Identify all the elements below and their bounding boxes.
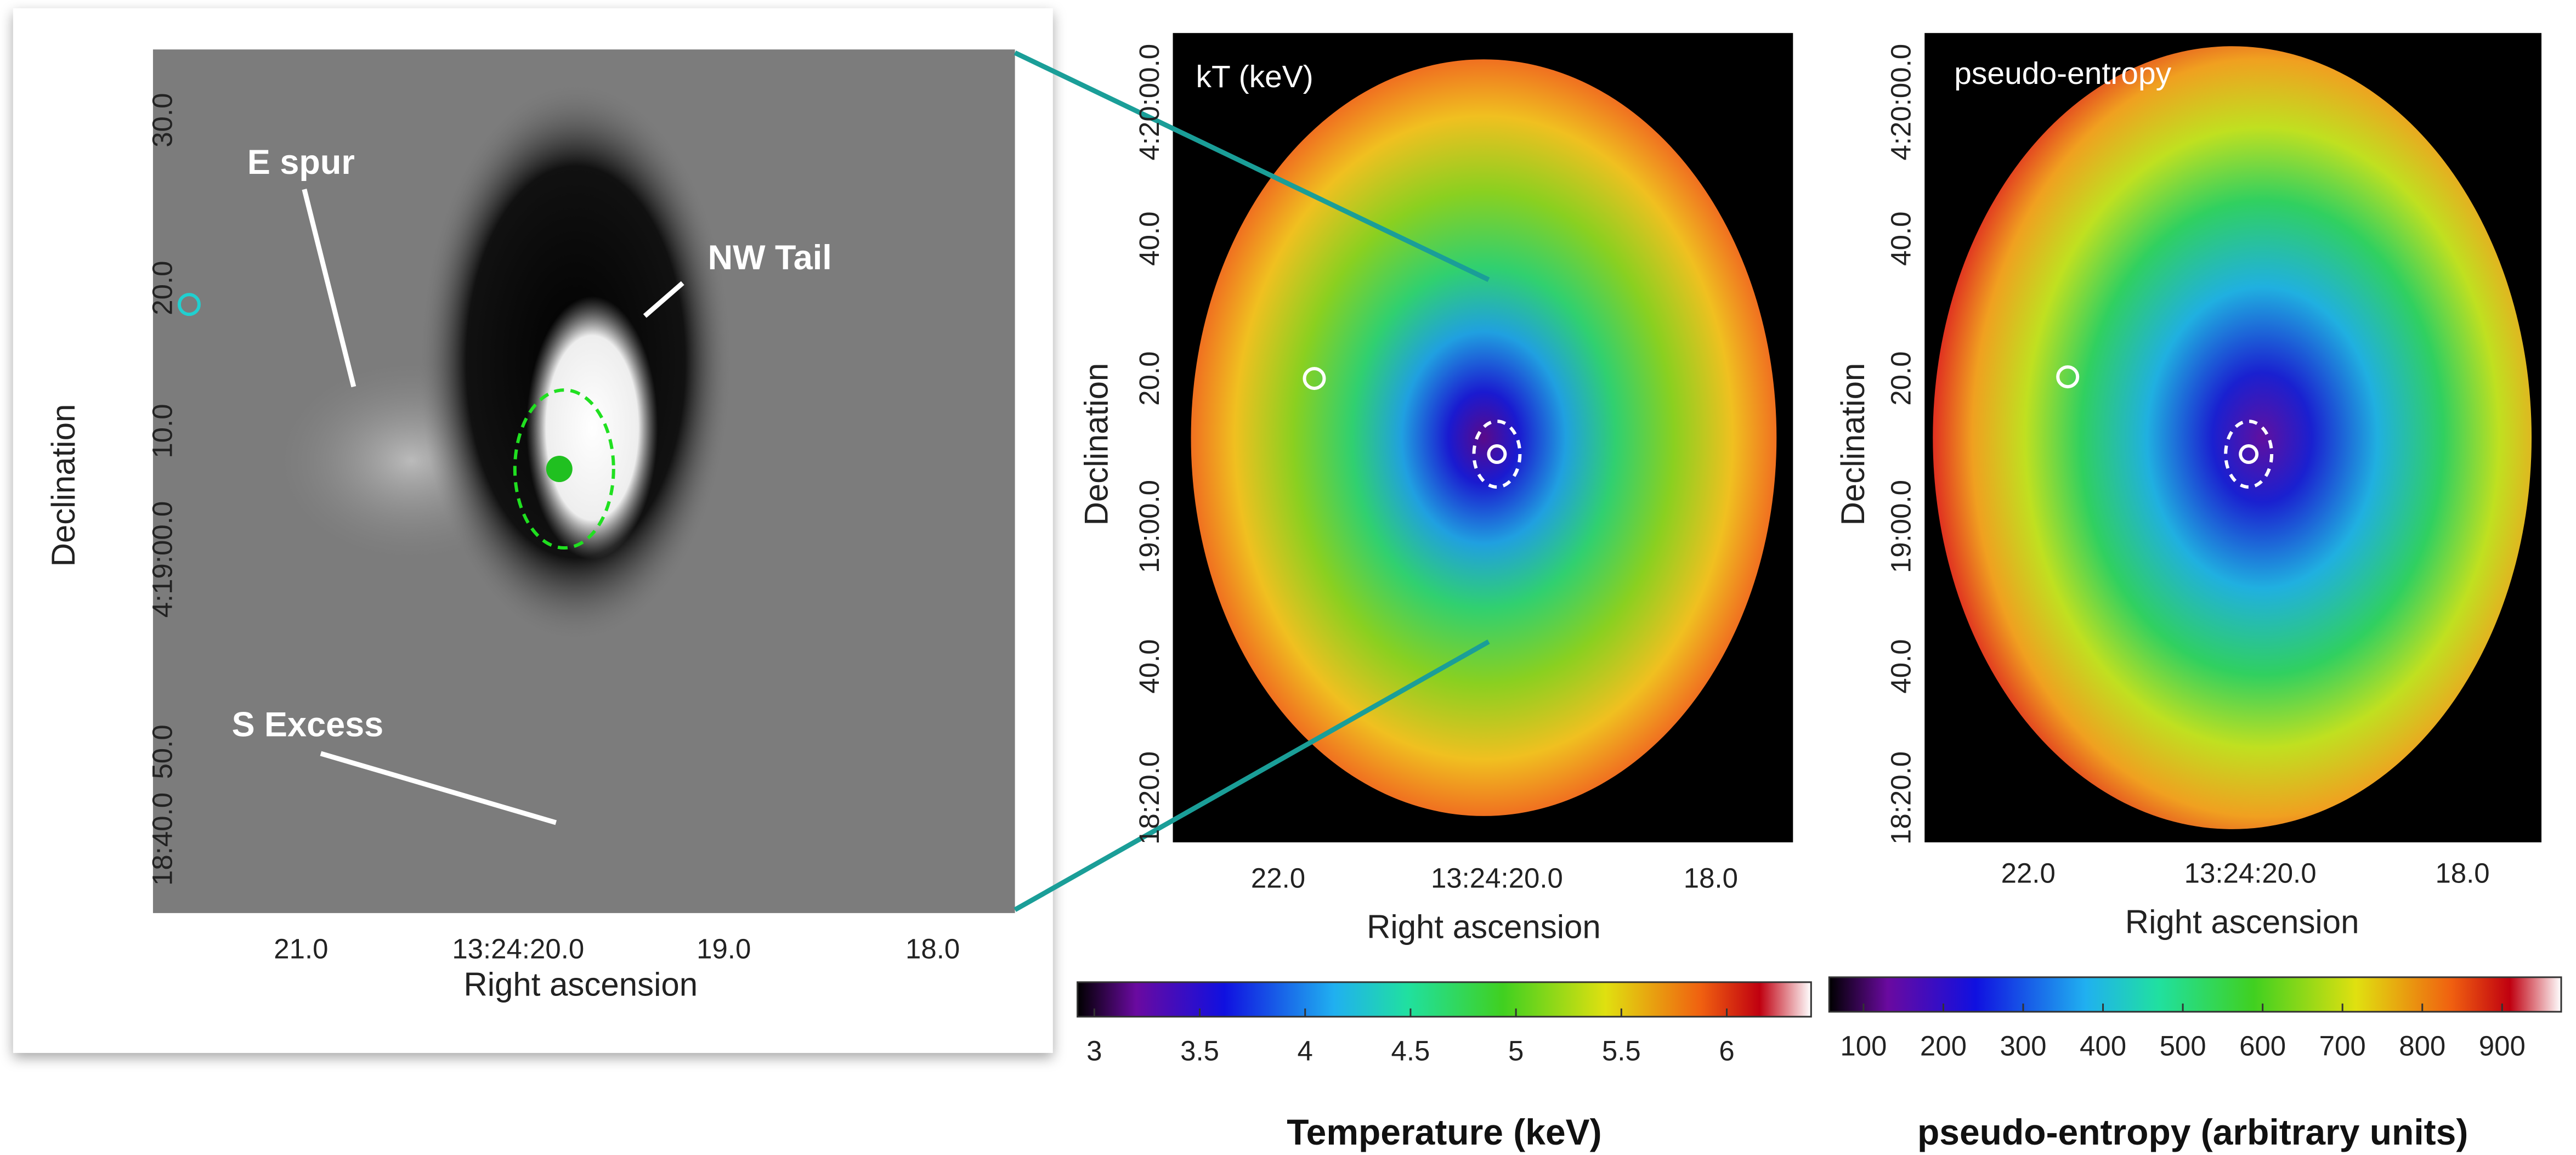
ellipse-region [1472, 420, 1522, 489]
x-tick-label: 13:24:20.0 [452, 933, 584, 964]
colorbar-tick-label: 700 [2319, 1030, 2366, 1061]
y-axis-label: Declination [1835, 363, 1871, 526]
connector [1014, 639, 1490, 912]
x-tick-label: 18.0 [2435, 857, 2489, 888]
colorbar-tick-label: 900 [2479, 1030, 2526, 1061]
y-tick-label: 30.0 [146, 93, 178, 148]
panel-title: pseudo-entropy [1954, 56, 2171, 91]
x-tick-label: 22.0 [2001, 857, 2056, 888]
map-image [1191, 59, 1777, 816]
colorbar-tick-label: 4.5 [1391, 1035, 1430, 1066]
marker-circle [177, 293, 201, 316]
y-tick-label: 4:20:00.0 [1134, 44, 1165, 161]
x-axis-label: Right ascension [1367, 909, 1601, 945]
colorbar-tick-label: 400 [2080, 1030, 2126, 1061]
x-tick-label: 13:24:20.0 [2184, 857, 2317, 888]
y-tick-label: 40.0 [1886, 639, 1917, 693]
colorbar-tick-label: 3.5 [1180, 1035, 1219, 1066]
annotation: S Excess [232, 706, 384, 744]
x-tick-label: 18.0 [1684, 862, 1738, 893]
marker-circle [2056, 365, 2080, 389]
marker-circle [1303, 367, 1326, 390]
colorbar [1828, 976, 2562, 1013]
y-tick-label: 40.0 [1134, 639, 1165, 693]
x-tick-label: 21.0 [274, 933, 328, 964]
y-tick-label: 18:40.0 [146, 792, 178, 886]
connector [1014, 50, 1490, 282]
y-tick-label: 20.0 [146, 261, 178, 315]
marker-circle [2239, 444, 2259, 465]
y-tick-label: 10.0 [146, 404, 178, 458]
panel-title: kT (keV) [1196, 59, 1314, 94]
colorbar-tick-label: 100 [1840, 1030, 1887, 1061]
y-tick-label: 20.0 [1886, 351, 1917, 405]
colorbar-tick-label: 500 [2160, 1030, 2206, 1061]
x-axis-label: Right ascension [2125, 904, 2359, 941]
colorbar-tick-label: 4 [1298, 1035, 1313, 1066]
y-tick-label: 18:20.0 [1886, 751, 1917, 845]
y-tick-label: 40.0 [1134, 212, 1165, 266]
y-tick-label: 18:20.0 [1134, 751, 1165, 845]
y-tick-label: 20.0 [1134, 351, 1165, 405]
colorbar-tick-label: 200 [1920, 1030, 1967, 1061]
y-tick-label: 4:20:00.0 [1886, 44, 1917, 161]
colorbar [1077, 981, 1812, 1018]
arrow [320, 751, 557, 825]
annotation: E spur [247, 143, 355, 182]
colorbar-tick-label: 800 [2399, 1030, 2445, 1061]
colorbar-tick-label: 300 [2000, 1030, 2046, 1061]
marker-circle [1487, 444, 1507, 465]
ellipse-region [513, 388, 615, 550]
arrow [302, 189, 356, 388]
colorbar-tick-label: 5 [1508, 1035, 1524, 1066]
x-tick-label: 18.0 [905, 933, 960, 964]
colorbar-tick-label: 3 [1086, 1035, 1102, 1066]
y-tick-label: 19:00.0 [1886, 480, 1917, 573]
green-points [546, 456, 573, 483]
y-tick-label: 50.0 [146, 724, 178, 779]
x-tick-label: 13:24:20.0 [1431, 862, 1563, 893]
ellipse-region [2224, 420, 2274, 489]
colorbar-label: pseudo-entropy (arbitrary units) [1917, 1112, 2468, 1152]
colorbar-label: Temperature (keV) [1287, 1112, 1601, 1152]
y-axis-label: Declination [45, 404, 82, 567]
annotation: NW Tail [708, 239, 832, 277]
x-tick-label: 19.0 [697, 933, 751, 964]
colorbar-tick-label: 600 [2239, 1030, 2286, 1061]
colorbar-tick-label: 5.5 [1602, 1035, 1641, 1066]
x-tick-label: 22.0 [1251, 862, 1305, 893]
image-feature [526, 296, 658, 560]
map-image [1933, 46, 2532, 829]
arrow [643, 281, 684, 318]
x-axis-label: Right ascension [463, 966, 698, 1003]
y-tick-label: 19:00.0 [1134, 480, 1165, 573]
y-tick-label: 40.0 [1886, 212, 1917, 266]
y-tick-label: 4:19:00.0 [146, 501, 178, 618]
y-axis-label: Declination [1078, 363, 1114, 526]
colorbar-tick-label: 6 [1719, 1035, 1734, 1066]
